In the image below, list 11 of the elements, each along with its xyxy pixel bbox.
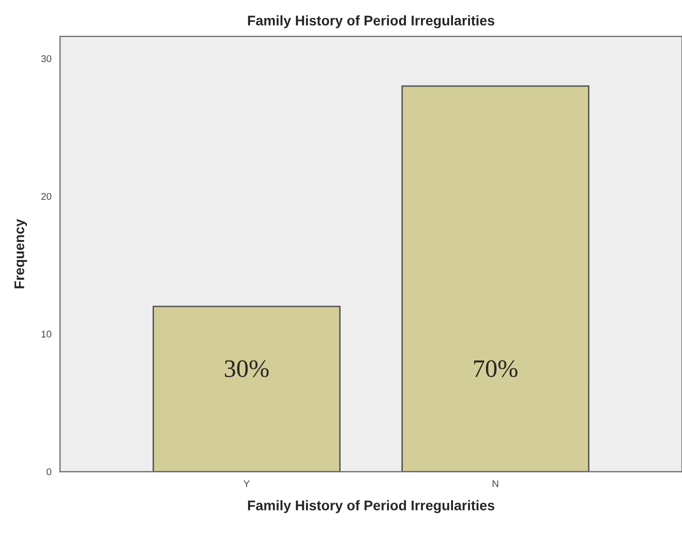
- x-tick-label: Y: [244, 480, 250, 488]
- y-tick-label: 0: [46, 468, 52, 476]
- x-axis-title: Family History of Period Irregularities: [248, 500, 494, 514]
- annotation: 30%: [224, 360, 269, 378]
- y-tick-label: 20: [41, 192, 52, 200]
- annotation: 70%: [474, 360, 518, 378]
- chart-title: Family History of Period Irregularities: [248, 15, 494, 28]
- y-axis-title: Frequency: [14, 219, 27, 288]
- x-tick-label: N: [492, 480, 498, 488]
- y-tick-label: 10: [42, 330, 52, 338]
- y-tick-label: 30: [41, 55, 52, 62]
